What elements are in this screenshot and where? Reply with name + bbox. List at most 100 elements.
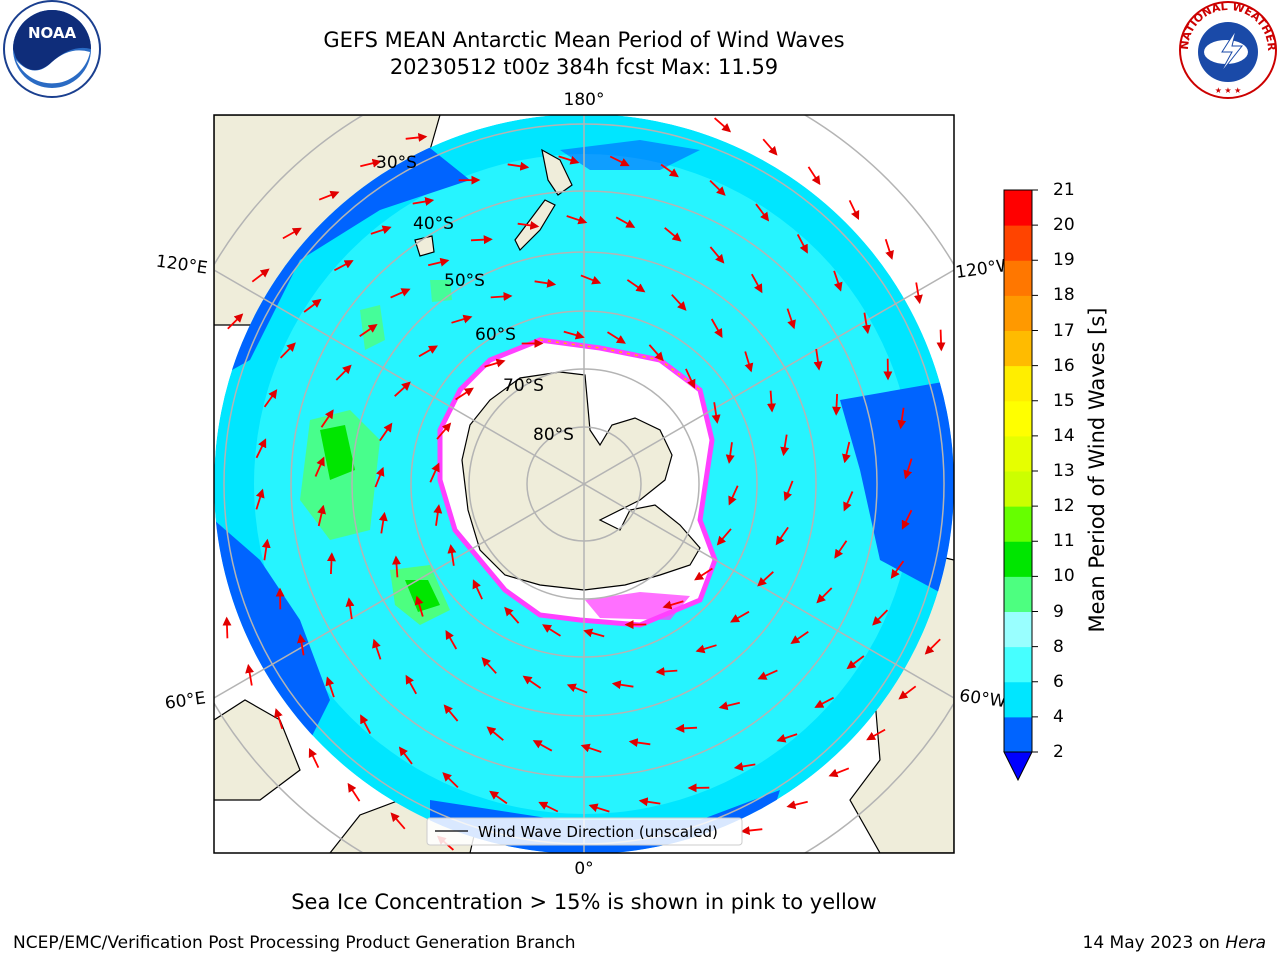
wave-arrow	[566, 215, 588, 225]
wave-arrow	[628, 738, 651, 748]
wave-arrow	[615, 216, 636, 228]
wave-arrow	[675, 723, 698, 733]
wave-arrow	[303, 298, 322, 313]
colorbar-segment	[1004, 681, 1032, 718]
wave-arrow	[360, 158, 382, 168]
wave-arrow	[872, 609, 889, 626]
wave-arrow	[484, 358, 506, 368]
wave-arrow	[711, 402, 721, 424]
wave-arrow	[709, 179, 726, 196]
colorbar-tick-label: 13	[1053, 461, 1075, 481]
wave-arrow	[255, 438, 267, 459]
wave-arrow	[662, 600, 684, 610]
wave-arrow	[222, 616, 232, 639]
wave-arrow	[442, 772, 459, 789]
wave-arrow	[580, 274, 602, 285]
wave-arrow	[360, 714, 372, 735]
wave-arrow	[660, 163, 679, 178]
wave-arrow	[563, 330, 585, 340]
wave-arrow	[846, 655, 865, 670]
wave-arrow	[848, 200, 860, 221]
sea-ice-caption: Sea Ice Concentration > 15% is shown in …	[291, 890, 877, 914]
wave-arrow	[898, 685, 917, 700]
wave-arrow	[481, 657, 497, 674]
wave-arrow	[374, 466, 385, 488]
colorbar-segment	[1004, 435, 1032, 472]
wave-arrow	[538, 801, 559, 813]
wave-arrow	[744, 351, 754, 373]
wave-arrow	[394, 381, 411, 397]
wave-arrow	[443, 704, 459, 722]
wave-arrow	[566, 683, 588, 694]
wave-arrow	[664, 227, 682, 242]
legend-label: Wind Wave Direction (unscaled)	[478, 823, 718, 841]
colorbar-tick-label: 18	[1053, 285, 1075, 306]
noaa-logo: NOAA	[3, 0, 101, 98]
wave-arrow	[390, 288, 411, 299]
wave-arrow	[709, 246, 725, 264]
wind-wave-arrows	[222, 117, 946, 851]
wave-arrow	[245, 663, 255, 686]
colorbar-tick-label: 19	[1053, 250, 1075, 271]
wave-arrow	[728, 485, 739, 506]
wave-arrow	[588, 803, 610, 813]
wave-arrow	[655, 667, 678, 676]
latitude-labels: 30°S 40°S 50°S 60°S 70°S 80°S	[376, 153, 574, 445]
wave-arrow	[694, 567, 713, 581]
wave-arrow	[767, 390, 776, 413]
wave-arrow	[251, 268, 270, 283]
wave-arrow	[274, 708, 284, 730]
wave-arrow	[504, 606, 520, 624]
wave-arrow	[884, 238, 894, 260]
colorbar-tick-label: 2	[1053, 742, 1064, 762]
wave-arrow	[317, 504, 326, 527]
footer-date: 14 May 2023 on Hera	[1083, 933, 1267, 953]
wave-arrow	[862, 312, 871, 335]
wave-arrow	[814, 696, 835, 708]
colorbar-tick-label: 11	[1053, 531, 1075, 552]
colorbar-segment	[1004, 400, 1032, 437]
wave-arrow	[392, 555, 401, 578]
wave-arrow	[936, 329, 946, 352]
wave-arrow	[718, 701, 741, 711]
wave-arrow	[716, 528, 732, 546]
colorbar-tick-label: 16	[1053, 355, 1075, 376]
wave-arrow	[472, 579, 483, 600]
wave-arrow	[780, 434, 790, 457]
wave-arrow	[451, 314, 473, 324]
wave-arrow	[507, 161, 530, 171]
wave-arrow	[445, 630, 458, 650]
wave-arrow	[832, 393, 842, 416]
lat-label-60: 60°S	[475, 325, 516, 345]
wave-arrow	[447, 544, 457, 566]
wave-arrow	[534, 278, 557, 288]
wave-arrow	[398, 746, 413, 765]
wave-arrow	[903, 458, 913, 480]
wave-arrow	[757, 669, 778, 680]
wave-arrow	[714, 117, 732, 133]
map-legend: Wind Wave Direction (unscaled)	[426, 817, 743, 846]
colorbar-tick-label: 20	[1053, 215, 1075, 236]
colorbar-tick-label: 15	[1053, 390, 1075, 411]
footer-date-text: 14 May 2023 on	[1082, 933, 1220, 953]
wave-arrow	[372, 638, 382, 660]
lon-label-top: 180°	[564, 90, 605, 110]
wave-arrow	[924, 638, 941, 655]
colorbar-tick-label: 21	[1053, 180, 1075, 200]
wave-arrow	[607, 331, 626, 344]
colorbar-tick-label: 10	[1053, 566, 1075, 587]
wave-arrow	[308, 747, 320, 768]
wave-arrow	[828, 767, 850, 778]
wave-arrow	[345, 597, 355, 620]
wave-arrow	[725, 442, 735, 464]
wave-arrow	[522, 675, 542, 689]
wave-arrow	[583, 628, 605, 638]
wave-arrow	[282, 227, 302, 240]
wave-arrow	[730, 610, 750, 623]
colorbar-segment	[1004, 295, 1032, 331]
wave-arrow	[786, 308, 796, 330]
wave-arrow	[455, 387, 474, 401]
colorbar-segment	[1004, 611, 1032, 648]
wave-arrow	[378, 511, 388, 534]
